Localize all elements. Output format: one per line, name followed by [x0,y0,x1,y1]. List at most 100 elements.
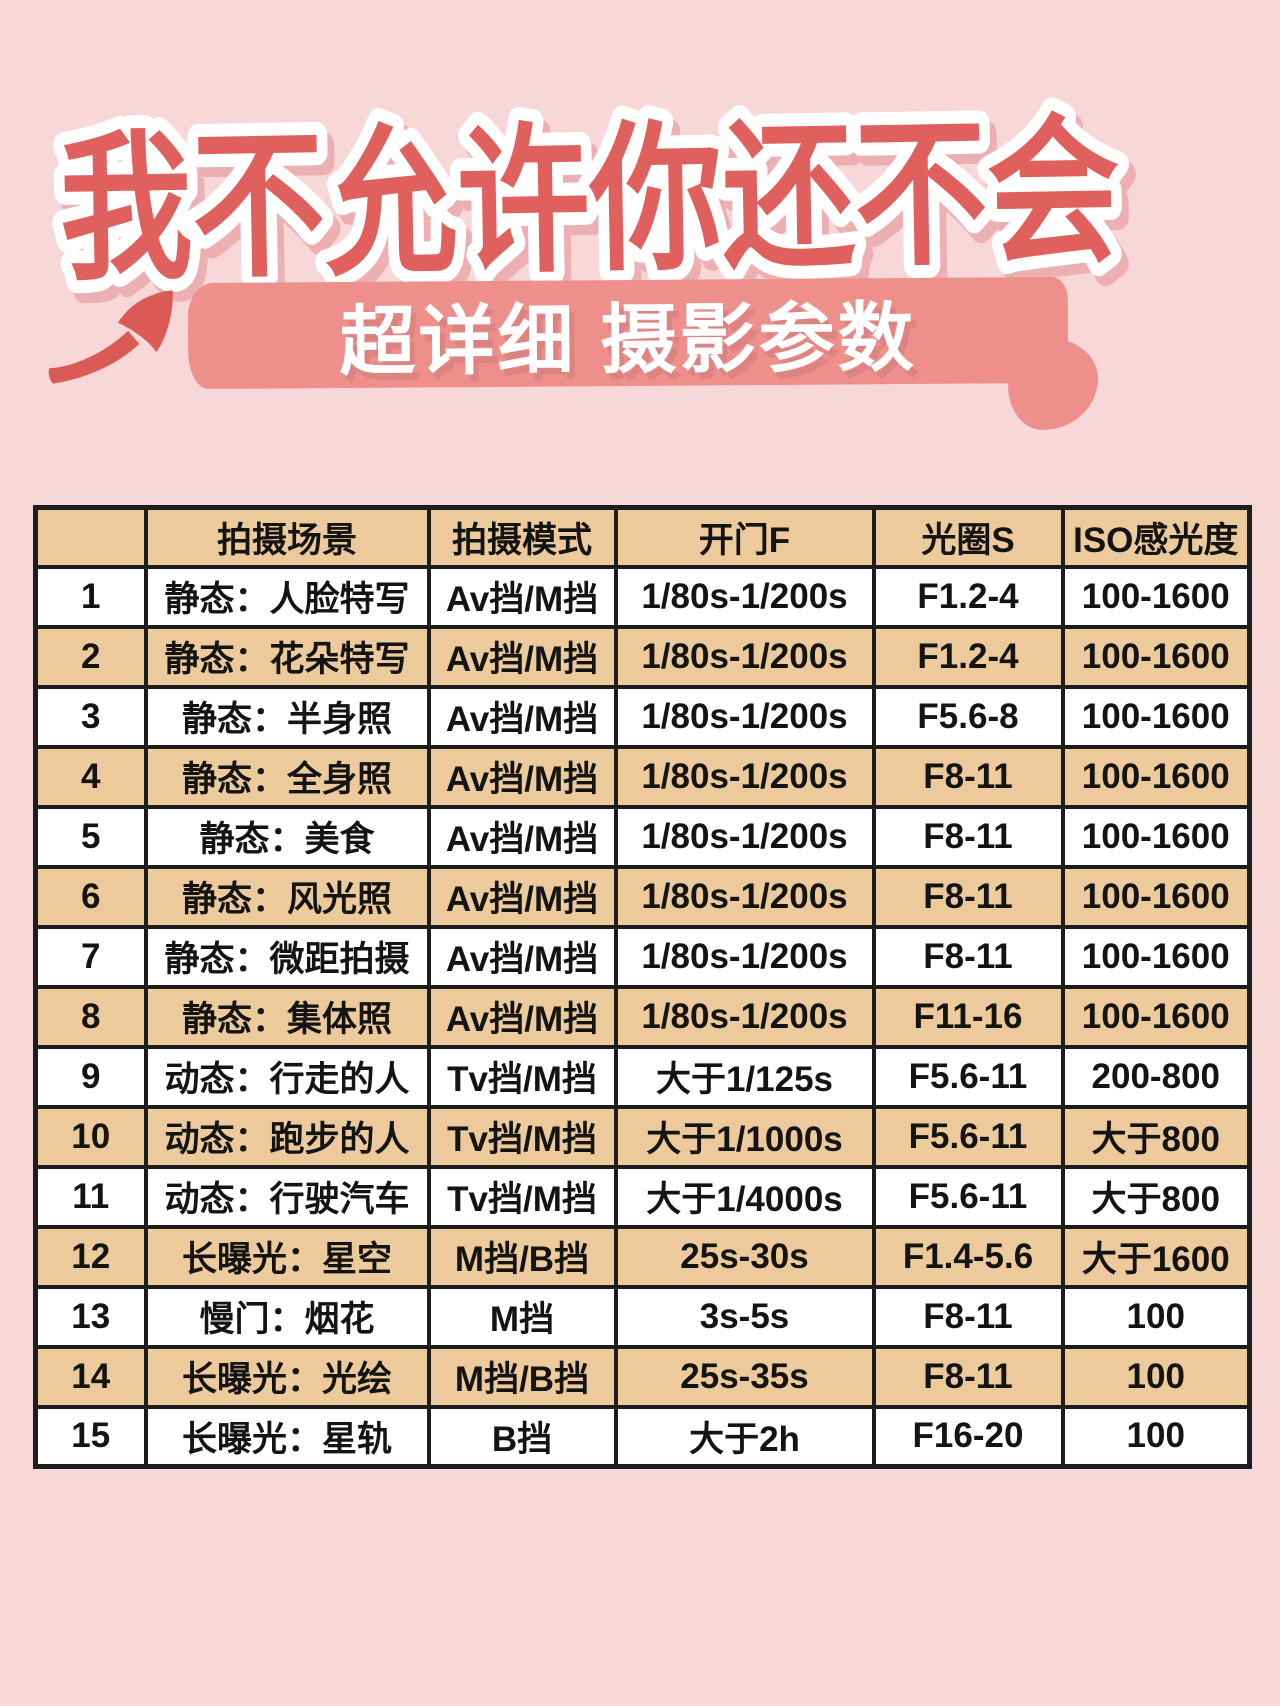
row-number: 5 [33,804,148,869]
cell-scene: 长曝光：星轨 [143,1404,431,1469]
cell-aperture: F1.2-4 [871,624,1065,689]
cell-iso: 100-1600 [1060,924,1252,989]
row-number: 12 [33,1224,148,1289]
cell-iso: 100 [1060,1404,1252,1469]
cell-mode: Av挡/M挡 [426,984,618,1049]
cell-shutter: 1/80s-1/200s [613,984,876,1049]
cell-scene: 静态：花朵特写 [143,624,431,689]
cell-aperture: F5.6-11 [871,1044,1065,1109]
table-row: 15 长曝光：星轨 B挡 大于2h F16-20 100 [33,1404,1252,1469]
cell-mode: Tv挡/M挡 [426,1104,618,1169]
cell-scene: 静态：微距拍摄 [143,924,431,989]
table-row: 2 静态：花朵特写 Av挡/M挡 1/80s-1/200s F1.2-4 100-1600 [33,624,1252,689]
table-row: 10 动态：跑步的人 Tv挡/M挡 大于1/1000s F5.6-11 大于800 [33,1104,1252,1169]
cell-aperture: F8-11 [871,804,1065,869]
cell-shutter: 1/80s-1/200s [613,924,876,989]
column-header-shutter: 开门F [613,505,876,569]
cell-aperture: F1.4-5.6 [871,1224,1065,1289]
cell-shutter: 1/80s-1/200s [613,684,876,749]
cell-shutter: 25s-35s [613,1344,876,1409]
row-number: 15 [33,1404,148,1469]
photography-parameters-table: 拍摄场景 拍摄模式 开门F 光圈S ISO感光度 1 静态：人脸特写 Av挡/M挡 1… [33,505,1252,1469]
row-number: 8 [33,984,148,1049]
cell-aperture: F5.6-11 [871,1164,1065,1229]
cell-shutter: 大于1/1000s [613,1104,876,1169]
cell-scene: 动态：行走的人 [143,1044,431,1109]
subtitle-banner: 超详细 摄影参数 [187,276,1069,390]
cell-mode: Av挡/M挡 [426,684,618,749]
cell-aperture: F8-11 [871,924,1065,989]
cell-scene: 静态：集体照 [143,984,431,1049]
page-title-graphic: 我不允许你还不会 [45,89,1134,312]
table-row: 12 长曝光：星空 M挡/B挡 25s-30s F1.4-5.6 大于1600 [33,1224,1252,1289]
cell-shutter: 1/80s-1/200s [613,744,876,809]
cell-iso: 大于800 [1060,1104,1252,1169]
table-row: 13 慢门：烟花 M挡 3s-5s F8-11 100 [33,1284,1252,1349]
cell-mode: Av挡/M挡 [426,864,618,929]
cell-aperture: F16-20 [871,1404,1065,1469]
arrow-up-right-icon [48,290,173,384]
table-row: 11 动态：行驶汽车 Tv挡/M挡 大于1/4000s F5.6-11 大于800 [33,1164,1252,1229]
cell-mode: Tv挡/M挡 [426,1164,618,1229]
cell-aperture: F8-11 [871,864,1065,929]
cell-mode: Av挡/M挡 [426,624,618,689]
table-header: 拍摄场景 拍摄模式 开门F 光圈S ISO感光度 [33,505,1252,569]
cell-scene: 静态：风光照 [143,864,431,929]
table-row: 5 静态：美食 Av挡/M挡 1/80s-1/200s F8-11 100-1600 [33,804,1252,869]
cell-aperture: F5.6-11 [871,1104,1065,1169]
row-number: 13 [33,1284,148,1349]
column-header-mode: 拍摄模式 [426,505,618,569]
cell-iso: 100-1600 [1060,624,1252,689]
cell-iso: 100-1600 [1060,984,1252,1049]
table-row: 14 长曝光：光绘 M挡/B挡 25s-35s F8-11 100 [33,1344,1252,1409]
cell-scene: 静态：人脸特写 [143,564,431,629]
table-row: 7 静态：微距拍摄 Av挡/M挡 1/80s-1/200s F8-11 100-1600 [33,924,1252,989]
row-number: 3 [33,684,148,749]
row-number: 4 [33,744,148,809]
row-number: 9 [33,1044,148,1109]
cell-scene: 动态：行驶汽车 [143,1164,431,1229]
cell-mode: M挡 [426,1284,618,1349]
cell-iso: 大于1600 [1060,1224,1252,1289]
cell-mode: B挡 [426,1404,618,1469]
row-number: 2 [33,624,148,689]
cell-iso: 100-1600 [1060,804,1252,869]
cell-scene: 长曝光：星空 [143,1224,431,1289]
cell-scene: 长曝光：光绘 [143,1344,431,1409]
cell-shutter: 大于2h [613,1404,876,1469]
cell-scene: 静态：半身照 [143,684,431,749]
page-title: 我不允许你还不会 [58,102,1121,299]
row-number: 1 [33,564,148,629]
cell-scene: 静态：美食 [143,804,431,869]
column-header-index [33,505,148,569]
cell-shutter: 1/80s-1/200s [613,624,876,689]
cell-shutter: 1/80s-1/200s [613,564,876,629]
table-row: 8 静态：集体照 Av挡/M挡 1/80s-1/200s F11-16 100-1600 [33,984,1252,1049]
cell-iso: 100 [1060,1284,1252,1349]
cell-mode: M挡/B挡 [426,1224,618,1289]
subtitle-text: 超详细 摄影参数 [339,295,917,386]
row-number: 7 [33,924,148,989]
table-row: 1 静态：人脸特写 Av挡/M挡 1/80s-1/200s F1.2-4 100-1600 [33,564,1252,629]
row-number: 6 [33,864,148,929]
cell-shutter: 3s-5s [613,1284,876,1349]
cell-mode: Tv挡/M挡 [426,1044,618,1109]
cell-aperture: F8-11 [871,1344,1065,1409]
column-header-iso: ISO感光度 [1060,505,1252,569]
column-header-scene: 拍摄场景 [143,505,431,569]
cell-aperture: F1.2-4 [871,564,1065,629]
cell-iso: 200-800 [1060,1044,1252,1109]
table-header-row: 拍摄场景 拍摄模式 开门F 光圈S ISO感光度 [33,505,1252,569]
cell-mode: Av挡/M挡 [426,564,618,629]
cell-mode: Av挡/M挡 [426,744,618,809]
cell-scene: 静态：全身照 [143,744,431,809]
cell-aperture: F8-11 [871,1284,1065,1349]
cell-shutter: 25s-30s [613,1224,876,1289]
cell-iso: 100-1600 [1060,744,1252,809]
cell-scene: 动态：跑步的人 [143,1104,431,1169]
row-number: 10 [33,1104,148,1169]
cell-shutter: 大于1/125s [613,1044,876,1109]
cell-iso: 100-1600 [1060,684,1252,749]
cell-shutter: 1/80s-1/200s [613,804,876,869]
cell-iso: 100 [1060,1344,1252,1409]
